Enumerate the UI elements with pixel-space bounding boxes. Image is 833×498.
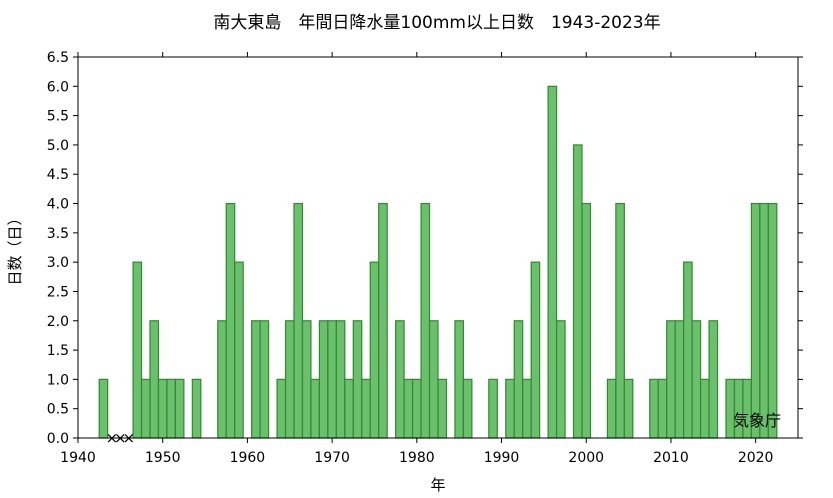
bar-1948	[140, 378, 151, 439]
bar-1975	[369, 261, 380, 439]
bar-2014	[699, 378, 710, 439]
bar-1970	[327, 320, 337, 439]
bar-2020	[750, 202, 761, 439]
bar-1950	[157, 378, 168, 439]
bar-1952	[174, 378, 185, 439]
bar-1962	[259, 320, 270, 439]
bar-1976	[378, 202, 388, 439]
bar-2000	[581, 202, 592, 439]
bar-1954	[191, 378, 202, 439]
bar-1985	[454, 320, 465, 439]
credit-label: 気象庁	[733, 411, 781, 430]
bar-1974	[361, 378, 371, 439]
bar-1951	[166, 378, 177, 439]
bar-1992	[513, 320, 524, 439]
bar-1997	[555, 320, 566, 439]
bar-2021	[759, 202, 769, 439]
bar-1966	[293, 202, 304, 439]
y-tick-label: 0.5	[47, 402, 69, 418]
bar-2004	[615, 202, 625, 439]
chart-title: 南大東島 年間日降水量100mm以上日数 1943-2023年	[213, 13, 660, 33]
bar-1971	[335, 320, 346, 439]
bars	[98, 85, 778, 439]
bar-2011	[674, 320, 685, 439]
y-tick-label: 5.5	[47, 109, 69, 125]
bar-1982	[428, 320, 439, 439]
x-tick-label: 1990	[484, 450, 520, 466]
bar-1994	[530, 261, 541, 439]
x-tick-label: 2020	[738, 450, 774, 466]
plot-frame	[77, 56, 799, 439]
bar-1949	[149, 320, 160, 439]
bar-1973	[352, 320, 363, 439]
bar-1969	[318, 320, 329, 439]
bar-1958	[225, 202, 236, 439]
x-tick-label: 1980	[399, 450, 435, 466]
bar-1983	[437, 378, 448, 439]
y-tick-label: 1.0	[47, 372, 69, 388]
bar-2009	[657, 378, 668, 439]
bar-1979	[403, 378, 414, 439]
bar-1957	[217, 320, 227, 439]
y-tick-label: 0.0	[47, 431, 69, 447]
x-tick-label: 1950	[145, 450, 181, 466]
bar-1961	[251, 320, 261, 439]
bar-2013	[691, 320, 702, 439]
y-tick-label: 2.0	[47, 314, 69, 330]
x-tick-label: 2000	[568, 450, 604, 466]
bar-1993	[522, 378, 532, 439]
y-axis-title: 日数（日）	[6, 210, 24, 285]
y-tick-label: 3.5	[47, 226, 69, 242]
bar-2012	[683, 261, 693, 439]
y-tick-label: 3.0	[47, 255, 69, 271]
y-tick-label: 2.5	[47, 284, 69, 300]
x-tick-label: 2010	[653, 450, 689, 466]
x-tick-label: 1960	[230, 450, 266, 466]
bar-2005	[623, 378, 634, 439]
bar-1964	[276, 378, 287, 439]
bar-2015	[708, 320, 719, 439]
bar-1968	[310, 378, 321, 439]
y-tick-label: 5.0	[47, 138, 69, 154]
y-tick-label: 4.5	[47, 167, 69, 183]
bar-1972	[344, 378, 354, 439]
bar-1991	[505, 378, 515, 439]
bar-1996	[547, 85, 558, 439]
y-tick-label: 4.0	[47, 197, 69, 213]
bar-2022	[767, 202, 778, 439]
y-axis: 0.0 0.5 1.0 1.5 2.0 2.5 3.0 3.5 4.0 4.5 5.0 5.5 6.0 6…	[47, 50, 803, 447]
bar-1986	[462, 378, 473, 439]
y-tick-label: 6.0	[47, 79, 69, 95]
bar-1959	[234, 261, 244, 439]
bar-1999	[572, 144, 583, 439]
bar-1980	[411, 378, 422, 439]
bar-2003	[606, 378, 617, 439]
bar-1947	[132, 261, 143, 439]
bar-2008	[649, 378, 659, 439]
bar-1981	[420, 202, 431, 439]
x-tick-label: 1970	[314, 450, 350, 466]
y-tick-label: 6.5	[47, 50, 69, 66]
bar-1967	[301, 320, 312, 439]
bar-1965	[284, 320, 295, 439]
x-axis: 1940 1950 1960 1970 1980 1990 2000 2010 2020	[60, 52, 773, 466]
y-tick-label: 1.5	[47, 343, 69, 359]
bar-2010	[666, 320, 676, 439]
x-axis-title: 年	[430, 476, 445, 494]
bar-1989	[488, 378, 498, 439]
bar-1978	[395, 320, 405, 439]
x-tick-label: 1940	[60, 450, 96, 466]
